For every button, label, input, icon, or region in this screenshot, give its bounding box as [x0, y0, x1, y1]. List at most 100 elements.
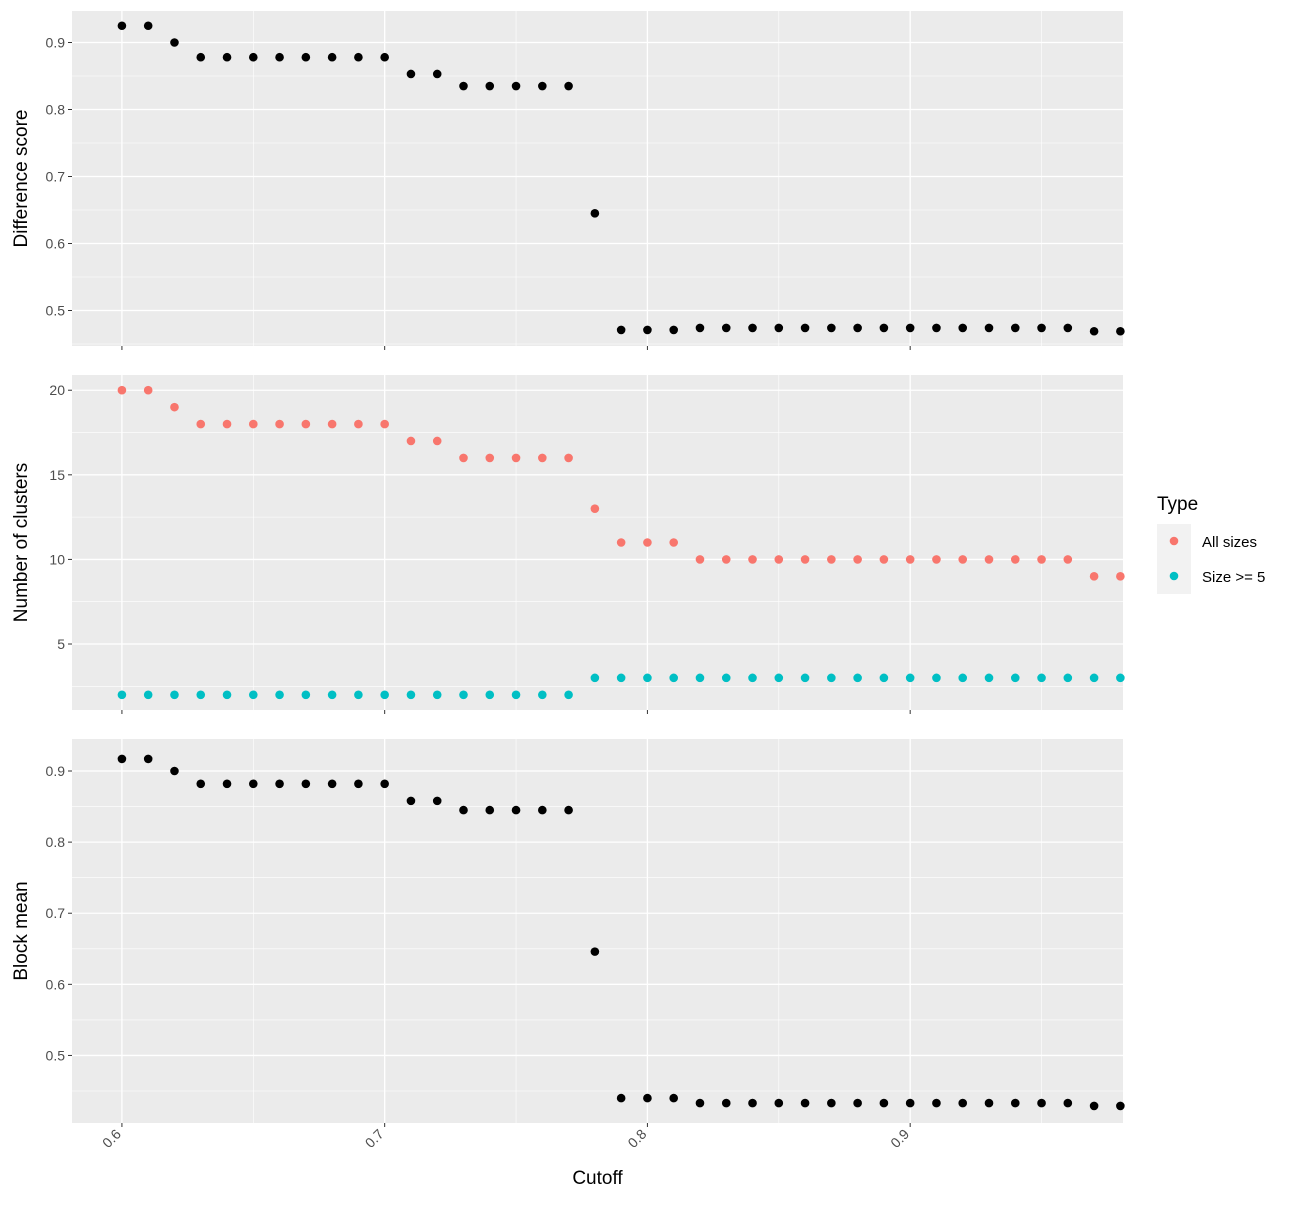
data-point-2 — [774, 673, 784, 683]
data-point-1 — [827, 323, 836, 333]
data-point-1 — [800, 1098, 810, 1108]
data-point-2 — [275, 690, 284, 700]
data-point-2 — [1116, 673, 1125, 683]
data-point-1 — [905, 323, 915, 333]
data-point-2 — [380, 690, 389, 700]
data-point-1 — [853, 323, 862, 333]
data-point-2 — [879, 673, 889, 683]
panel-3: 0.5 0.6 0.7 0.8 0.9 Block mean 0.6 0.7 0.8 0.9 Cut… — [11, 739, 1125, 1189]
data-point-1 — [1037, 1098, 1046, 1108]
data-point-1 — [958, 323, 968, 333]
data-point-1 — [485, 805, 495, 815]
data-point-1 — [170, 766, 179, 776]
x-tick-label: 0.9 — [887, 1126, 912, 1151]
data-point-1 — [1010, 555, 1020, 564]
data-point-1 — [301, 52, 311, 62]
data-point-1 — [380, 419, 389, 429]
data-point-1 — [932, 1098, 941, 1108]
data-point-2 — [354, 690, 363, 700]
data-point-1 — [748, 323, 757, 333]
y-tick-label: 0.8 — [46, 101, 66, 117]
legend-label: All sizes — [1202, 534, 1257, 551]
data-point-1 — [354, 779, 363, 789]
legend: Type All sizes Size >= 5 — [1157, 494, 1265, 594]
data-point-1 — [616, 325, 626, 335]
y-axis-title: Block mean — [11, 881, 32, 980]
data-point-1 — [301, 419, 311, 429]
data-point-1 — [222, 779, 232, 789]
y-tick-label: 0.8 — [46, 834, 66, 850]
data-point-1 — [616, 1093, 626, 1103]
x-axis-title: Cutoff — [572, 1168, 623, 1189]
data-point-2 — [143, 690, 153, 700]
data-point-2 — [1089, 673, 1099, 683]
data-point-1 — [143, 754, 153, 764]
data-point-2 — [932, 673, 941, 683]
data-point-1 — [721, 555, 731, 564]
data-point-1 — [275, 779, 284, 789]
data-point-1 — [1089, 326, 1099, 336]
data-point-1 — [1063, 1098, 1073, 1108]
data-point-2 — [248, 690, 258, 700]
data-point-1 — [1063, 323, 1073, 333]
data-point-2 — [616, 673, 626, 683]
data-point-1 — [616, 538, 626, 547]
data-point-1 — [406, 436, 416, 446]
y-tick-label: 0.7 — [46, 905, 66, 921]
data-point-1 — [695, 555, 705, 564]
data-point-1 — [984, 555, 994, 564]
data-point-2 — [538, 690, 547, 700]
data-point-1 — [905, 1098, 915, 1108]
data-point-2 — [984, 673, 994, 683]
data-point-1 — [669, 538, 678, 547]
data-point-1 — [432, 436, 442, 446]
data-point-1 — [1063, 555, 1073, 564]
data-point-1 — [196, 52, 206, 62]
data-point-1 — [538, 453, 547, 463]
data-point-1 — [643, 538, 652, 547]
y-tick-label: 15 — [49, 467, 65, 483]
data-point-1 — [222, 52, 232, 62]
data-point-1 — [485, 81, 495, 91]
data-point-1 — [748, 1098, 757, 1108]
data-point-1 — [905, 555, 915, 564]
data-point-1 — [643, 325, 652, 335]
data-point-1 — [643, 1093, 652, 1103]
data-point-1 — [774, 555, 784, 564]
x-tick-label: 0.8 — [624, 1126, 649, 1151]
data-point-1 — [406, 69, 416, 79]
data-point-1 — [511, 81, 521, 91]
data-point-1 — [275, 52, 284, 62]
y-tick-label: 0.9 — [46, 763, 66, 779]
y-tick-label: 5 — [57, 636, 65, 652]
data-point-1 — [459, 805, 468, 815]
data-point-1 — [800, 555, 810, 564]
data-point-1 — [774, 1098, 784, 1108]
data-point-1 — [984, 323, 994, 333]
data-point-2 — [827, 673, 836, 683]
data-point-2 — [485, 690, 495, 700]
data-point-1 — [695, 1098, 705, 1108]
data-point-1 — [432, 69, 442, 79]
data-point-1 — [511, 453, 521, 463]
data-point-1 — [538, 81, 547, 91]
data-point-1 — [485, 453, 495, 463]
data-point-1 — [774, 323, 784, 333]
data-point-1 — [196, 419, 206, 429]
data-point-2 — [643, 673, 652, 683]
data-point-2 — [1010, 673, 1020, 683]
data-point-2 — [432, 690, 442, 700]
data-point-2 — [748, 673, 757, 683]
data-point-1 — [117, 754, 127, 764]
data-point-1 — [827, 1098, 836, 1108]
panel-1: 0.5 0.6 0.7 0.8 0.9 Difference score — [11, 11, 1125, 350]
legend-key-point — [1169, 536, 1179, 546]
y-tick-label: 10 — [49, 551, 65, 567]
data-point-1 — [459, 453, 468, 463]
data-point-1 — [117, 385, 127, 395]
panel-background — [72, 11, 1123, 346]
data-point-1 — [932, 555, 941, 564]
data-point-1 — [879, 1098, 889, 1108]
y-tick-label: 0.7 — [46, 168, 66, 184]
